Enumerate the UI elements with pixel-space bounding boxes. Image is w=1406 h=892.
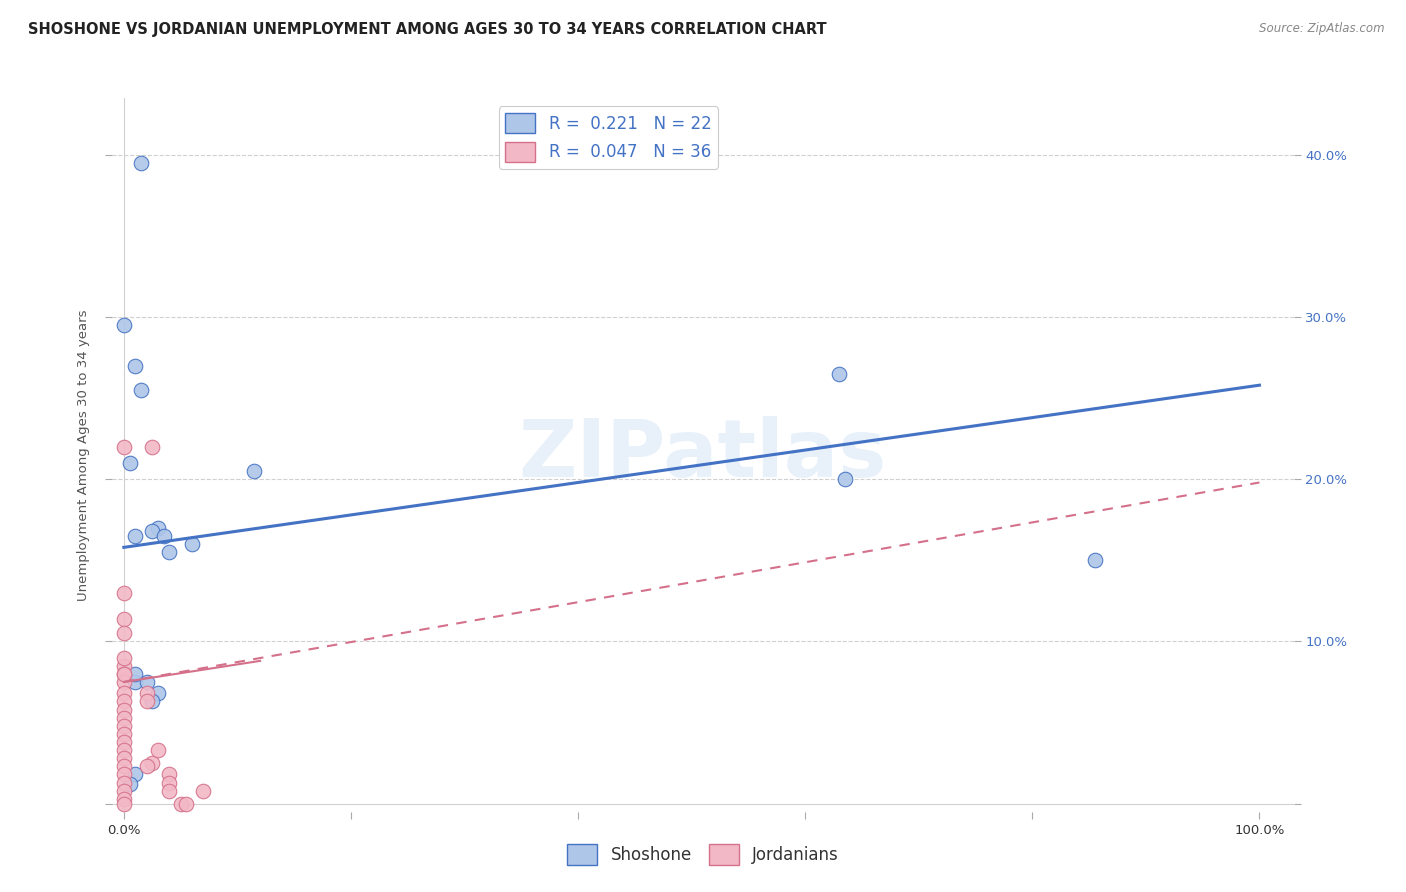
Point bbox=[141, 440, 163, 454]
Point bbox=[112, 666, 135, 681]
Point bbox=[112, 440, 135, 454]
Text: Source: ZipAtlas.com: Source: ZipAtlas.com bbox=[1260, 22, 1385, 36]
Point bbox=[112, 783, 135, 797]
Point bbox=[112, 767, 135, 781]
Point bbox=[112, 727, 135, 741]
Point bbox=[112, 797, 135, 811]
Point bbox=[181, 537, 204, 551]
Point bbox=[146, 521, 169, 535]
Point bbox=[112, 735, 135, 749]
Point bbox=[112, 711, 135, 725]
Point bbox=[112, 719, 135, 733]
Point bbox=[112, 658, 135, 673]
Point bbox=[193, 783, 215, 797]
Point bbox=[124, 675, 146, 690]
Point bbox=[152, 529, 174, 543]
Point bbox=[112, 650, 135, 665]
Point bbox=[129, 156, 152, 170]
Point bbox=[169, 797, 191, 811]
Point bbox=[124, 666, 146, 681]
Text: ZIPatlas: ZIPatlas bbox=[519, 416, 887, 494]
Point bbox=[174, 797, 197, 811]
Point bbox=[141, 756, 163, 770]
Point bbox=[834, 472, 856, 486]
Point bbox=[112, 751, 135, 765]
Y-axis label: Unemployment Among Ages 30 to 34 years: Unemployment Among Ages 30 to 34 years bbox=[76, 310, 90, 600]
Point bbox=[157, 767, 180, 781]
Point bbox=[135, 759, 157, 773]
Point bbox=[118, 456, 141, 470]
Point bbox=[135, 675, 157, 690]
Point bbox=[157, 783, 180, 797]
Point bbox=[112, 612, 135, 626]
Point bbox=[124, 529, 146, 543]
Point bbox=[112, 694, 135, 708]
Point bbox=[118, 777, 141, 791]
Point bbox=[112, 702, 135, 716]
Point bbox=[112, 775, 135, 789]
Point bbox=[1084, 553, 1107, 567]
Point bbox=[112, 586, 135, 600]
Point bbox=[146, 686, 169, 700]
Point bbox=[124, 767, 146, 781]
Point bbox=[112, 666, 135, 681]
Point bbox=[112, 318, 135, 333]
Point bbox=[135, 686, 157, 700]
Point bbox=[157, 775, 180, 789]
Point bbox=[112, 743, 135, 757]
Point bbox=[112, 675, 135, 690]
Point bbox=[243, 464, 266, 478]
Point bbox=[112, 791, 135, 805]
Text: SHOSHONE VS JORDANIAN UNEMPLOYMENT AMONG AGES 30 TO 34 YEARS CORRELATION CHART: SHOSHONE VS JORDANIAN UNEMPLOYMENT AMONG… bbox=[28, 22, 827, 37]
Point bbox=[141, 694, 163, 708]
Point bbox=[135, 694, 157, 708]
Point bbox=[129, 383, 152, 397]
Legend: Shoshone, Jordanians: Shoshone, Jordanians bbox=[561, 838, 845, 871]
Point bbox=[112, 759, 135, 773]
Point bbox=[124, 359, 146, 373]
Point bbox=[112, 626, 135, 640]
Point bbox=[157, 545, 180, 559]
Point bbox=[828, 367, 851, 381]
Point bbox=[112, 686, 135, 700]
Point bbox=[141, 524, 163, 538]
Point bbox=[146, 743, 169, 757]
